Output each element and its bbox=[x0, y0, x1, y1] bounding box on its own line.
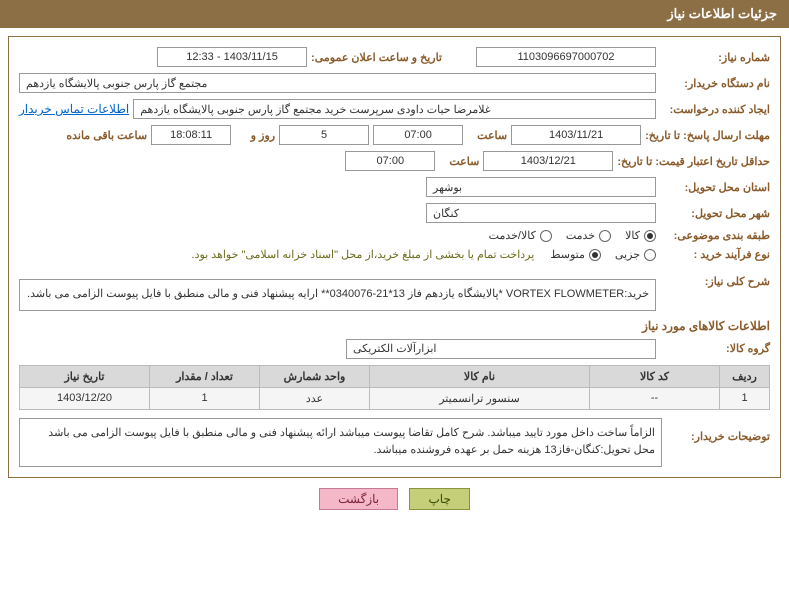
category-radio-group: کالا خدمت کالا/خدمت bbox=[489, 229, 656, 242]
days-and-label: روز و bbox=[235, 129, 275, 142]
need-number-field: 1103096697000702 bbox=[476, 47, 656, 67]
purchase-note: پرداخت تمام یا بخشی از مبلغ خرید،از محل … bbox=[192, 248, 535, 261]
radio-icon bbox=[589, 249, 601, 261]
table-header: کد کالا bbox=[590, 365, 720, 387]
requester-field: غلامرضا حیات داودی سرپرست خرید مجتمع گاز… bbox=[133, 99, 656, 119]
table-cell: 1 bbox=[150, 387, 260, 409]
back-button[interactable]: بازگشت bbox=[319, 488, 398, 510]
process-label: نوع فرآیند خرید : bbox=[660, 248, 770, 261]
table-header: تعداد / مقدار bbox=[150, 365, 260, 387]
table-header: تاریخ نیاز bbox=[20, 365, 150, 387]
category-option-2[interactable]: کالا/خدمت bbox=[489, 229, 552, 242]
general-desc-box: خرید:VORTEX FLOWMETER *پالایشگاه یازدهم … bbox=[19, 279, 656, 311]
remaining-time: 18:08:11 bbox=[151, 125, 231, 145]
radio-icon bbox=[599, 230, 611, 242]
category-label: طبقه بندی موضوعی: bbox=[660, 229, 770, 242]
items-section-title: اطلاعات کالاهای مورد نیاز bbox=[19, 319, 770, 333]
category-option-1[interactable]: خدمت bbox=[566, 229, 611, 242]
validity-date: 1403/12/21 bbox=[483, 151, 613, 171]
announce-field: 1403/11/15 - 12:33 bbox=[157, 47, 307, 67]
remaining-days: 5 bbox=[279, 125, 369, 145]
table-cell: 1 bbox=[720, 387, 770, 409]
city-field: کنگان bbox=[426, 203, 656, 223]
radio-label: کالا bbox=[625, 229, 640, 242]
validity-label: حداقل تاریخ اعتبار قیمت: تا تاریخ: bbox=[617, 155, 770, 168]
deadline-date: 1403/11/21 bbox=[511, 125, 641, 145]
deadline-time: 07:00 bbox=[373, 125, 463, 145]
group-field: ابزارآلات الکتریکی bbox=[346, 339, 656, 359]
table-header: نام کالا bbox=[370, 365, 590, 387]
process-option-1[interactable]: متوسط bbox=[550, 248, 601, 261]
radio-label: خدمت bbox=[566, 229, 595, 242]
remaining-label: ساعت باقی مانده bbox=[66, 129, 147, 142]
province-field: بوشهر bbox=[426, 177, 656, 197]
table-cell: 1403/12/20 bbox=[20, 387, 150, 409]
table-row: 1--سنسور ترانسمیترعدد11403/12/20 bbox=[20, 387, 770, 409]
panel-title: جزئیات اطلاعات نیاز bbox=[667, 6, 777, 21]
requester-label: ایجاد کننده درخواست: bbox=[660, 103, 770, 116]
announce-label: تاریخ و ساعت اعلان عمومی: bbox=[311, 51, 442, 64]
group-label: گروه کالا: bbox=[660, 342, 770, 355]
panel-header: جزئیات اطلاعات نیاز bbox=[0, 0, 789, 28]
radio-label: متوسط bbox=[550, 248, 585, 261]
hour-label-1: ساعت bbox=[467, 129, 507, 142]
radio-icon bbox=[540, 230, 552, 242]
table-header: ردیف bbox=[720, 365, 770, 387]
table-header: واحد شمارش bbox=[260, 365, 370, 387]
radio-label: کالا/خدمت bbox=[489, 229, 536, 242]
general-desc-label: شرح کلی نیاز: bbox=[660, 275, 770, 288]
process-option-0[interactable]: جزیی bbox=[615, 248, 656, 261]
deadline-label: مهلت ارسال پاسخ: تا تاریخ: bbox=[645, 129, 770, 142]
main-panel: شماره نیاز: 1103096697000702 تاریخ و ساع… bbox=[8, 36, 781, 478]
hour-label-2: ساعت bbox=[439, 155, 479, 168]
buyer-org-field: مجتمع گاز پارس جنوبی پالایشگاه یازدهم bbox=[19, 73, 656, 93]
items-table: ردیفکد کالانام کالاواحد شمارشتعداد / مقد… bbox=[19, 365, 770, 410]
radio-icon bbox=[644, 230, 656, 242]
buyer-notes-label: توضیحات خریدار: bbox=[670, 418, 770, 443]
city-label: شهر محل تحویل: bbox=[660, 207, 770, 220]
process-radio-group: جزیی متوسط bbox=[550, 248, 656, 261]
table-cell: عدد bbox=[260, 387, 370, 409]
contact-link[interactable]: اطلاعات تماس خریدار bbox=[19, 102, 129, 116]
radio-label: جزیی bbox=[615, 248, 640, 261]
need-number-label: شماره نیاز: bbox=[660, 51, 770, 64]
buyer-notes-box: الزاماً ساخت داخل مورد تایید میباشد. شرح… bbox=[19, 418, 662, 467]
table-cell: سنسور ترانسمیتر bbox=[370, 387, 590, 409]
print-button[interactable]: چاپ bbox=[409, 488, 469, 510]
button-row: چاپ بازگشت bbox=[0, 488, 789, 510]
radio-icon bbox=[644, 249, 656, 261]
buyer-org-label: نام دستگاه خریدار: bbox=[660, 77, 770, 90]
table-cell: -- bbox=[590, 387, 720, 409]
validity-time: 07:00 bbox=[345, 151, 435, 171]
province-label: استان محل تحویل: bbox=[660, 181, 770, 194]
category-option-0[interactable]: کالا bbox=[625, 229, 656, 242]
